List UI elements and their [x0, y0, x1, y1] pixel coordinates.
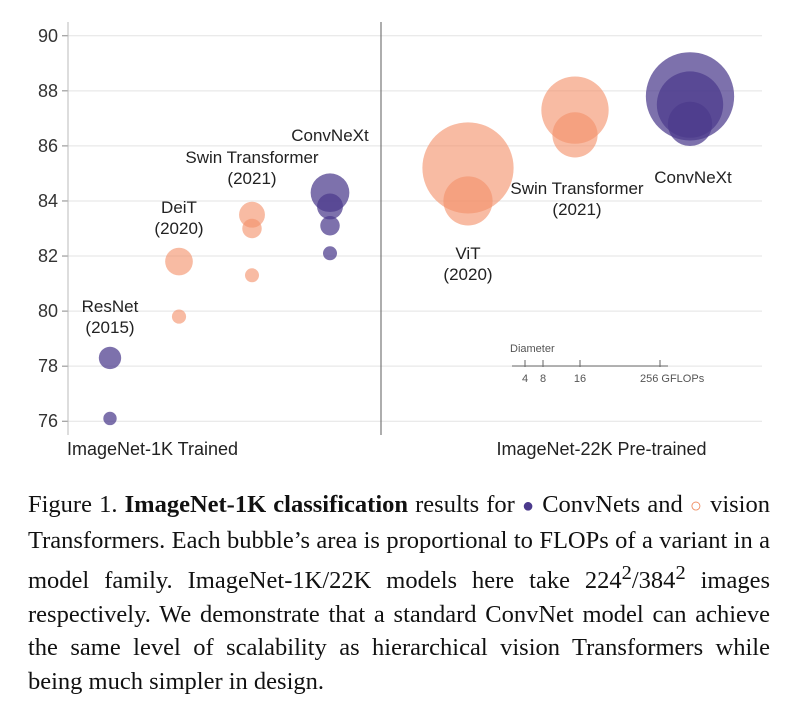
y-tick-label-88: 88 — [38, 81, 58, 101]
chart-area: 76 78 80 82 84 86 88 90 ResNet (2015) DeiT (2020) Sw… — [38, 22, 762, 459]
series-label-in1k-convnext-line0: ConvNeXt — [291, 126, 369, 145]
convnet-dot-icon: ● — [521, 495, 536, 517]
bubble-in1k-convnext-1 — [317, 193, 343, 220]
bubble-in1k-deit-0 — [165, 247, 193, 276]
series-label-in1k-deit-line0: DeiT — [161, 198, 197, 217]
y-tick-label-76: 76 — [38, 411, 58, 431]
series-label-in22k-vit-line0: ViT — [455, 244, 480, 263]
y-tick-label-86: 86 — [38, 136, 58, 156]
series-label-in22k-swin-transformer-line1: (2021) — [552, 200, 601, 219]
size-legend-label-3: 256 GFLOPs — [640, 373, 705, 385]
bubble-in1k-swin-transformer-2 — [244, 268, 260, 283]
caption-vits: vision Transformers. — [28, 491, 770, 554]
series-label-in1k-swin-transformer-line0: Swin Transformer — [185, 148, 319, 167]
size-legend-label-2: 16 — [574, 373, 586, 385]
y-tick-label-78: 78 — [38, 356, 58, 376]
y-tick-label-90: 90 — [38, 26, 58, 46]
size-legend-label-0: 4 — [522, 373, 528, 385]
caption-sup2: 2 — [675, 562, 686, 584]
caption-prefix: Figure 1. — [28, 491, 125, 518]
caption-bold: ImageNet-1K classification — [124, 491, 409, 518]
size-legend-title: Diameter — [510, 343, 555, 355]
bubble-in1k-convnext-2 — [320, 216, 340, 236]
series-label-in22k-vit-line1: (2020) — [443, 265, 492, 284]
caption-part3: images respectively. We demonstrate that… — [28, 567, 770, 695]
series-label-in22k-swin-transformer-line0: Swin Transformer — [510, 179, 644, 198]
series-label-in22k-convnext-line0: ConvNeXt — [654, 168, 732, 187]
series-label-in1k-resnet-line1: (2015) — [85, 318, 134, 337]
series-label-in1k-deit-line1: (2020) — [154, 219, 203, 238]
caption-part2: Each bubble’s area is proportional to FL… — [28, 526, 770, 595]
bubble-in22k-convnext-2 — [667, 101, 713, 147]
bubble-in1k-resnet-0 — [98, 346, 122, 370]
caption-slash: /384 — [631, 567, 676, 595]
panel-label-in1k: ImageNet-1K Trained — [67, 439, 238, 459]
bubble-in22k-vit-1 — [443, 176, 493, 226]
y-tick-label-80: 80 — [38, 301, 58, 321]
size-legend-label-1: 8 — [540, 373, 546, 385]
series-label-in1k-swin-transformer-line1: (2021) — [227, 169, 276, 188]
y-tick-label-82: 82 — [38, 246, 58, 266]
bubble-in1k-swin-transformer-1 — [242, 218, 262, 239]
caption-sup1: 2 — [621, 562, 632, 584]
series-label-in1k-resnet-line0: ResNet — [82, 297, 139, 316]
caption-convnets: ConvNets and — [542, 491, 683, 518]
bubble-in1k-resnet-1 — [103, 411, 117, 426]
transformer-circle-icon: ○ — [689, 495, 703, 517]
bubble-in22k-swin-transformer-1 — [552, 112, 598, 158]
bubble-in1k-convnext-3 — [322, 246, 338, 261]
bubble-chart: 76 78 80 82 84 86 88 90 ResNet (2015) DeiT (2020) Sw… — [38, 22, 762, 459]
y-tick-label-84: 84 — [38, 191, 58, 211]
bubble-in1k-swin-transformer-0 — [239, 201, 265, 228]
bubble-in1k-deit-1 — [171, 309, 187, 324]
figure-caption: Figure 1. ImageNet-1K classification res… — [28, 488, 770, 698]
panel-label-in22k: ImageNet-22K Pre-trained — [496, 439, 706, 459]
caption-part1: results for — [408, 491, 522, 518]
bubble-in22k-vit-0 — [422, 122, 514, 214]
